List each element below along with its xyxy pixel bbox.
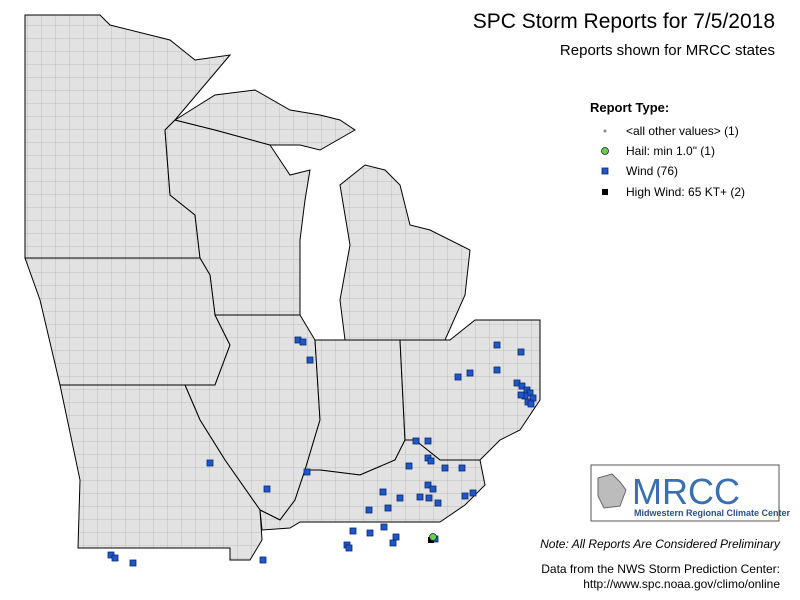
missouri bbox=[59, 384, 263, 561]
states bbox=[24, 14, 541, 561]
iowa bbox=[24, 257, 231, 386]
wind-report bbox=[345, 544, 353, 552]
wind-report bbox=[405, 462, 413, 470]
wind-report bbox=[441, 464, 449, 472]
legend-item: <all other values> (1) bbox=[626, 124, 739, 138]
wind-report bbox=[306, 356, 314, 364]
wind-report bbox=[129, 559, 137, 567]
wind-report bbox=[111, 554, 119, 562]
legend-swatch bbox=[603, 129, 607, 133]
title: SPC Storm Reports for 7/5/2018 bbox=[473, 10, 775, 33]
ohio bbox=[399, 319, 541, 461]
logo-name: MRCC bbox=[632, 471, 740, 512]
subtitle: Reports shown for MRCC states bbox=[560, 42, 775, 59]
legend-title: Report Type: bbox=[590, 100, 669, 115]
wind-report bbox=[429, 485, 437, 493]
preliminary-note: Note: All Reports Are Considered Prelimi… bbox=[540, 537, 781, 551]
wind-report bbox=[424, 437, 432, 445]
legend-swatch bbox=[602, 189, 608, 195]
hail-report bbox=[429, 533, 437, 541]
wind-report bbox=[518, 382, 526, 390]
legend-swatch bbox=[601, 147, 609, 155]
indiana bbox=[304, 339, 406, 476]
source-url: http://www.spc.noaa.gov/climo/online bbox=[583, 577, 780, 591]
wind-report bbox=[427, 457, 435, 465]
wind-report bbox=[389, 539, 397, 547]
wind-report bbox=[380, 523, 388, 531]
legend-swatch bbox=[601, 167, 609, 175]
wind-report bbox=[412, 437, 420, 445]
wind-report bbox=[303, 468, 311, 476]
wind-report bbox=[493, 366, 501, 374]
logo: MRCC Midwestern Regional Climate Center bbox=[590, 464, 791, 522]
wind-report bbox=[425, 494, 433, 502]
upper-michigan bbox=[173, 89, 356, 151]
logo-caption: Midwestern Regional Climate Center bbox=[634, 508, 791, 518]
wind-report bbox=[434, 499, 442, 507]
wind-report bbox=[517, 348, 525, 356]
wind-report bbox=[469, 489, 477, 497]
wind-report bbox=[466, 369, 474, 377]
source-note: Data from the NWS Storm Prediction Cente… bbox=[541, 562, 780, 576]
wind-report bbox=[461, 492, 469, 500]
wind-report bbox=[263, 485, 271, 493]
wind-report bbox=[365, 506, 373, 514]
legend-item: Wind (76) bbox=[626, 164, 678, 178]
wind-report bbox=[396, 494, 404, 502]
wind-report bbox=[206, 459, 214, 467]
wind-report bbox=[458, 464, 466, 472]
wind-report bbox=[493, 341, 501, 349]
wind-report bbox=[349, 527, 357, 535]
legend-item: Hail: min 1.0" (1) bbox=[626, 144, 715, 158]
wind-report bbox=[299, 338, 307, 346]
wind-report bbox=[424, 481, 432, 489]
wind-report bbox=[527, 400, 535, 408]
wind-report bbox=[392, 533, 400, 541]
legend-item: High Wind: 65 KT+ (2) bbox=[626, 185, 745, 199]
wind-report bbox=[416, 493, 424, 501]
logo-icon bbox=[597, 473, 627, 509]
reports bbox=[107, 336, 537, 567]
lower-michigan bbox=[339, 164, 471, 341]
wind-report bbox=[379, 488, 387, 496]
legend: Report Type: <all other values> (1) Hail… bbox=[590, 100, 745, 199]
wind-report bbox=[259, 556, 267, 564]
wind-report bbox=[366, 529, 374, 537]
wind-report bbox=[517, 391, 525, 399]
wind-report bbox=[454, 373, 462, 381]
wind-report bbox=[384, 504, 392, 512]
